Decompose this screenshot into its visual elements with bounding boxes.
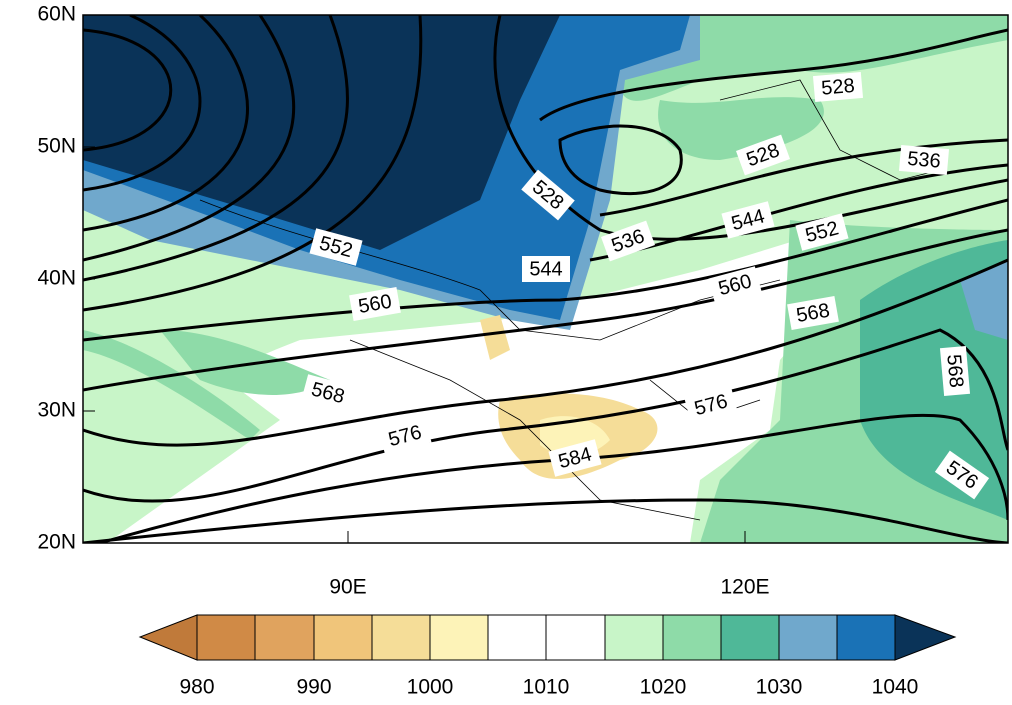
contour-label-bg [684, 386, 738, 424]
colorbar [138, 614, 957, 661]
colorbar-label: 1030 [756, 676, 803, 699]
x-tick-label: 90E [329, 576, 366, 599]
contour-label-bg [787, 296, 839, 330]
contour-label: 536 [906, 148, 941, 173]
contour-label-bg [378, 417, 432, 455]
contour-label-bg [548, 439, 602, 477]
contour-label-box: 544 [721, 201, 775, 239]
contour-label: 544 [529, 258, 562, 280]
contour-label-bg [934, 450, 990, 500]
contour-label: 568 [942, 353, 967, 388]
y-tick-label: 60N [37, 3, 76, 26]
contour-label-bg [301, 374, 355, 412]
contour-label-box: 552 [309, 228, 363, 266]
pressure-field [83, 15, 1008, 543]
contour-label-bg [939, 345, 971, 397]
colorbar-label: 980 [179, 676, 214, 699]
contour-label-box: 536 [898, 144, 950, 176]
colorbar-label: 1000 [407, 676, 454, 699]
contour-label-box: 568 [939, 345, 971, 397]
contour-label-bg [309, 228, 363, 266]
y-tick-label: 40N [37, 267, 76, 290]
contour-label-bg [795, 213, 849, 251]
contour-label-bg [349, 287, 401, 321]
contour-label-bg [521, 169, 575, 221]
contour-label-box: 560 [708, 266, 762, 304]
y-tick-label: 30N [37, 399, 76, 422]
colorbar-label: 990 [296, 676, 331, 699]
contour-label-bg [898, 144, 950, 176]
contour-label-bg [812, 71, 864, 103]
y-tick-label: 50N [37, 135, 76, 158]
contour-label-box: 568 [787, 296, 839, 330]
contour-label-box: 544 [522, 256, 570, 282]
contour-label-bg [601, 220, 655, 262]
contour-label-bg [736, 134, 790, 176]
contour-label-bg [721, 201, 775, 239]
colorbar-label: 1020 [640, 676, 687, 699]
colorbar-label: 1040 [872, 676, 919, 699]
contour-label: 528 [820, 75, 855, 100]
contour-label-box: 528 [812, 71, 864, 103]
contour-label-bg [708, 266, 762, 304]
x-tick-label: 120E [720, 576, 769, 599]
contour-label-box: 560 [349, 287, 401, 321]
colorbar-label: 1010 [523, 676, 570, 699]
y-tick-label: 20N [37, 531, 76, 554]
contour-label-bg [522, 256, 570, 282]
